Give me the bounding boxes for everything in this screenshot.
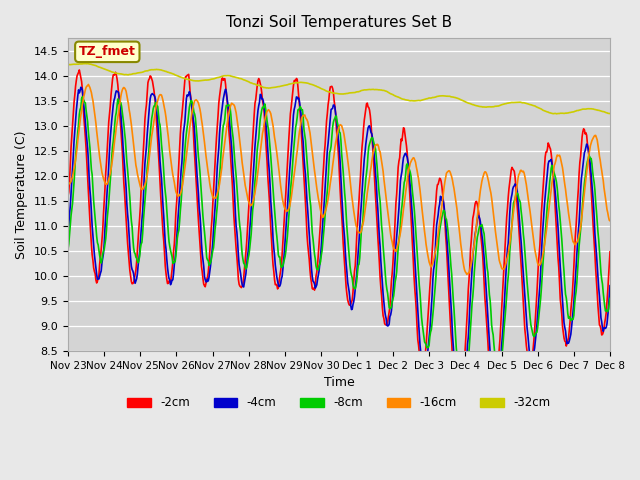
-16cm	[186, 128, 193, 133]
-8cm	[606, 296, 614, 301]
-32cm	[131, 71, 138, 76]
-4cm	[457, 408, 465, 414]
-8cm	[406, 167, 413, 173]
-2cm	[64, 193, 72, 199]
-4cm	[74, 93, 82, 98]
-4cm	[77, 84, 84, 90]
-32cm	[406, 98, 413, 104]
-16cm	[406, 164, 413, 169]
-32cm	[606, 110, 614, 116]
-32cm	[553, 111, 561, 117]
Line: -4cm: -4cm	[68, 87, 610, 411]
Line: -32cm: -32cm	[68, 63, 610, 114]
-4cm	[406, 175, 413, 181]
-16cm	[74, 137, 82, 143]
-8cm	[74, 129, 82, 134]
Line: -16cm: -16cm	[68, 84, 610, 275]
-16cm	[84, 82, 92, 87]
-2cm	[74, 71, 82, 77]
-32cm	[84, 60, 92, 66]
-16cm	[214, 188, 222, 193]
-2cm	[454, 409, 462, 415]
-16cm	[131, 149, 138, 155]
-32cm	[214, 75, 222, 81]
-16cm	[606, 218, 614, 224]
Title: Tonzi Soil Temperatures Set B: Tonzi Soil Temperatures Set B	[226, 15, 452, 30]
-2cm	[186, 79, 193, 84]
-2cm	[214, 113, 222, 119]
Line: -8cm: -8cm	[68, 97, 610, 394]
-4cm	[131, 276, 138, 282]
Y-axis label: Soil Temperature (C): Soil Temperature (C)	[15, 131, 28, 259]
-8cm	[214, 192, 222, 198]
-32cm	[64, 62, 72, 68]
-2cm	[422, 351, 429, 357]
Line: -2cm: -2cm	[68, 70, 610, 412]
-32cm	[422, 96, 429, 102]
-4cm	[64, 228, 72, 234]
-8cm	[422, 340, 429, 346]
-8cm	[131, 250, 138, 255]
Legend: -2cm, -4cm, -8cm, -16cm, -32cm: -2cm, -4cm, -8cm, -16cm, -32cm	[123, 392, 556, 414]
-8cm	[458, 391, 466, 396]
-16cm	[422, 235, 429, 240]
-4cm	[214, 154, 222, 159]
-8cm	[186, 104, 193, 110]
-4cm	[422, 364, 429, 370]
-2cm	[606, 249, 614, 255]
-4cm	[606, 283, 614, 288]
-2cm	[406, 185, 413, 191]
-4cm	[186, 89, 193, 95]
Text: TZ_fmet: TZ_fmet	[79, 45, 136, 59]
-2cm	[76, 67, 83, 73]
-16cm	[463, 272, 470, 277]
-16cm	[64, 181, 72, 187]
-8cm	[79, 94, 86, 100]
X-axis label: Time: Time	[324, 376, 355, 389]
-32cm	[186, 77, 193, 83]
-32cm	[74, 61, 82, 67]
-2cm	[131, 276, 138, 281]
-8cm	[64, 246, 72, 252]
